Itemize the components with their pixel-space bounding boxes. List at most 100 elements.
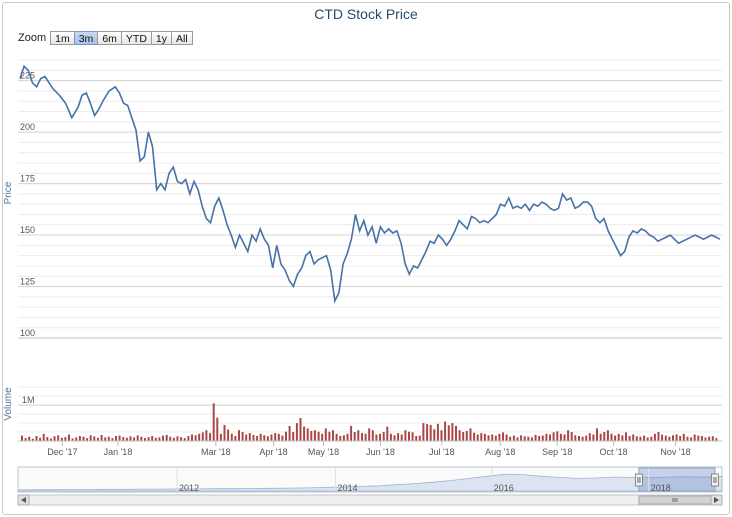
volume-bar [324,428,327,441]
volume-bar [133,437,136,441]
volume-bar [42,433,45,441]
volume-bar [426,424,429,441]
volume-bar [436,423,439,441]
volume-bar [371,430,374,441]
volume-bar [617,433,620,441]
price-tick-label: 175 [20,174,35,184]
volume-bar [24,438,27,441]
volume-bar [198,433,201,441]
volume-bar [592,434,595,441]
volume-bar [545,433,548,441]
scrollbar[interactable] [17,494,723,506]
volume-bar [382,432,385,441]
navigator-year-label: 2014 [337,483,357,493]
volume-bar [154,437,157,441]
volume-bar [487,435,490,441]
volume-bar [397,433,400,441]
navigator-handle-box[interactable] [634,473,643,487]
navigator[interactable]: 2012 2014 2016 2018 [17,466,723,493]
volume-bar [455,425,457,441]
volume-bar [234,436,237,441]
volume-bar [191,434,193,441]
x-axis-label: Mar '18 [201,447,231,457]
volume-bar [541,435,544,441]
volume-bar [285,431,287,441]
volume-bar [115,436,117,441]
volume-bar [230,433,233,441]
volume-bar [668,436,671,441]
volume-bar [690,437,693,441]
price-tick-label: 125 [20,277,35,287]
volume-bar [530,437,533,441]
volume-bar [400,434,403,441]
volume-bar [277,433,280,441]
volume-bar [693,434,696,441]
volume-bar [89,435,92,441]
volume-bar [433,429,436,441]
volume-bars [21,403,718,441]
scrollbar-track[interactable] [17,494,723,506]
x-axis-label: Aug '18 [485,447,515,457]
volume-bar [187,436,190,441]
volume-bar [664,435,667,441]
navigator-right-handle[interactable] [710,473,719,487]
volume-bar [574,435,577,441]
volume-bar [350,425,353,441]
volume-bar [292,432,295,441]
volume-bar [393,435,396,441]
volume-bar [711,436,714,441]
volume-bar [78,436,81,441]
volume-bar [451,423,454,441]
volume-bar [679,436,682,441]
volume-bar [180,437,183,441]
volume-bar [353,432,356,441]
arrow-right-icon [714,497,719,503]
volume-bar [570,432,573,441]
volume-bar [53,436,56,441]
volume-bar [299,418,302,441]
volume-bar [68,434,70,441]
volume-bar [158,437,161,441]
volume-bar [310,431,313,441]
navigator-left-handle[interactable] [634,473,643,487]
volume-bar [505,434,508,441]
volume-bar [462,432,465,441]
volume-bar [306,428,309,441]
volume-bar [509,436,512,441]
volume-bar [567,430,570,441]
volume-bar [632,434,635,441]
price-series-line [19,64,721,304]
volume-bar [621,435,624,441]
volume-bar [245,434,248,441]
volume-bar [223,424,226,441]
volume-bar [386,426,389,441]
zoom-button-3m[interactable]: 3m [73,31,99,45]
volume-bar [498,433,501,441]
volume-bar [502,432,504,441]
zoom-button-ytd[interactable]: YTD [120,31,152,45]
volume-bar [625,432,627,441]
volume-bar [480,433,483,441]
volume-bar [700,436,703,441]
price-y-tick-labels: 100 125 150 175 200 225 [20,71,35,338]
navigator-year-label: 2018 [651,483,671,493]
volume-bar [476,434,479,441]
price-axis-title: Price [3,181,14,204]
volume-bar [169,436,172,441]
x-axis-labels: Dec '17 Jan '18 Mar '18 Apr '18 May '18 Jun '… [47,441,691,457]
volume-bar [263,435,266,441]
navigator-handle-box[interactable] [710,473,719,487]
volume-bar [118,435,121,441]
volume-bar [444,421,447,441]
price-tick-label: 150 [20,225,35,235]
zoom-button-all[interactable]: All [171,31,193,45]
volume-bar [241,432,244,441]
zoom-button-6m[interactable]: 6m [97,31,122,45]
volume-bar [661,434,664,441]
x-axis-label: Jul '18 [429,447,455,457]
volume-bar [259,433,262,441]
volume-bar [512,435,515,441]
volume-bar [144,438,146,441]
price-tick-label: 200 [20,122,35,132]
